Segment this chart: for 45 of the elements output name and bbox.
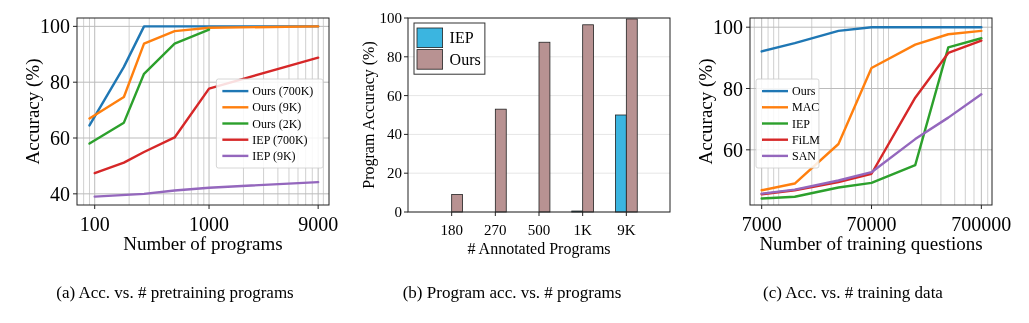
x-tick-label: 1K <box>573 222 592 238</box>
legend-label: Ours (9K) <box>252 100 302 115</box>
x-axis-title: Number of programs <box>123 233 283 254</box>
legend-label: IEP (9K) <box>252 148 296 163</box>
text: (a) Acc. vs. # pretraining programs <box>56 283 294 302</box>
legend-label: IEP (700K) <box>252 132 308 147</box>
legend-label: Ours (700K) <box>252 84 314 99</box>
y-tick-label: 60 <box>50 127 70 150</box>
x-tick-label: 100 <box>79 213 110 235</box>
x-tick-label: 700000 <box>951 213 1012 235</box>
legend-label: FiLM <box>792 132 821 147</box>
legend-label: IEP <box>792 116 811 131</box>
y-tick-label: 80 <box>723 77 743 100</box>
x-axis-title: # Annotated Programs <box>467 240 611 258</box>
x-tick-label: 270 <box>484 222 507 238</box>
y-tick-label: 100 <box>40 15 70 38</box>
y-tick-label: 60 <box>387 87 402 104</box>
text: (c) Acc. vs. # training data <box>763 283 944 302</box>
legend-label: Ours <box>792 84 816 99</box>
y-axis-title: Accuracy (%) <box>694 58 717 165</box>
legend-label: Ours <box>449 50 481 68</box>
legend-label: Ours (2K) <box>252 116 302 131</box>
y-tick-label: 60 <box>723 138 743 161</box>
x-tick-label: 7000 <box>741 213 782 235</box>
x-tick-label: 9000 <box>298 213 339 235</box>
y-tick-label: 80 <box>50 71 70 94</box>
legend-label: SAN <box>792 148 817 163</box>
y-tick-label: 100 <box>379 10 402 26</box>
x-tick-label: 1000 <box>189 213 230 235</box>
legend-label: IEP <box>449 29 474 47</box>
y-tick-label: 40 <box>387 126 402 143</box>
x-axis-title: Number of training questions <box>759 233 983 254</box>
x-tick-label: 500 <box>527 222 551 238</box>
y-tick-label: 80 <box>387 48 402 65</box>
x-tick-label: 180 <box>440 222 463 238</box>
y-tick-label: 0 <box>394 204 402 220</box>
y-tick-label: 20 <box>387 165 402 182</box>
y-tick-label: 100 <box>713 16 743 39</box>
x-tick-label: 70000 <box>846 213 897 235</box>
legend-label: MAC <box>792 100 820 115</box>
y-axis-title: Program Accuracy (%) <box>359 41 378 189</box>
y-tick-label: 40 <box>50 182 70 205</box>
x-tick-label: 9K <box>617 222 636 238</box>
text: (b) Program acc. vs. # programs <box>402 283 622 302</box>
y-axis-title: Accuracy (%) <box>21 58 44 165</box>
